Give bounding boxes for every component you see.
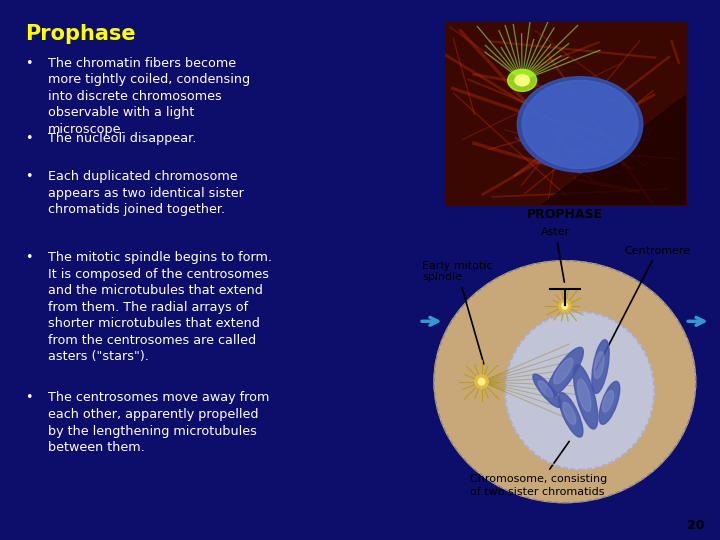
Text: •: • — [25, 57, 32, 70]
Text: 20: 20 — [687, 519, 705, 532]
Ellipse shape — [518, 77, 643, 172]
Text: Early mitotic
spindle: Early mitotic spindle — [422, 261, 492, 364]
Ellipse shape — [577, 379, 591, 411]
Ellipse shape — [559, 393, 583, 437]
Ellipse shape — [574, 364, 598, 429]
Ellipse shape — [603, 390, 613, 412]
Ellipse shape — [505, 312, 654, 469]
Text: •: • — [25, 251, 32, 264]
Ellipse shape — [478, 379, 485, 385]
Text: Prophase: Prophase — [25, 24, 135, 44]
Text: •: • — [25, 392, 32, 404]
Ellipse shape — [594, 352, 604, 379]
Ellipse shape — [508, 69, 536, 91]
Text: •: • — [25, 170, 32, 183]
Text: Each duplicated chromosome
appears as two identical sister
chromatids joined tog: Each duplicated chromosome appears as tw… — [48, 170, 244, 216]
Ellipse shape — [559, 300, 571, 312]
Text: Chromosome, consisting
of two sister chromatids: Chromosome, consisting of two sister chr… — [469, 441, 607, 497]
Polygon shape — [541, 95, 686, 205]
Ellipse shape — [546, 347, 583, 398]
Ellipse shape — [475, 375, 488, 388]
Ellipse shape — [563, 402, 576, 424]
Text: The nucleoli disappear.: The nucleoli disappear. — [48, 132, 197, 145]
Text: The centrosomes move away from
each other, apparently propelled
by the lengtheni: The centrosomes move away from each othe… — [48, 392, 269, 454]
Text: Aster: Aster — [541, 227, 570, 282]
Ellipse shape — [533, 374, 561, 407]
Ellipse shape — [599, 381, 620, 424]
Ellipse shape — [539, 381, 553, 397]
Ellipse shape — [515, 75, 529, 86]
Ellipse shape — [522, 80, 638, 168]
Text: PROPHASE: PROPHASE — [527, 208, 603, 221]
Ellipse shape — [554, 359, 573, 384]
Text: The chromatin fibers become
more tightly coiled, condensing
into discrete chromo: The chromatin fibers become more tightly… — [48, 57, 250, 136]
Text: •: • — [25, 132, 32, 145]
Text: Centromere: Centromere — [596, 246, 690, 370]
Text: The mitotic spindle begins to form.
It is composed of the centrosomes
and the mi: The mitotic spindle begins to form. It i… — [48, 251, 272, 363]
Ellipse shape — [562, 303, 568, 309]
Ellipse shape — [592, 340, 609, 393]
Ellipse shape — [434, 261, 696, 503]
